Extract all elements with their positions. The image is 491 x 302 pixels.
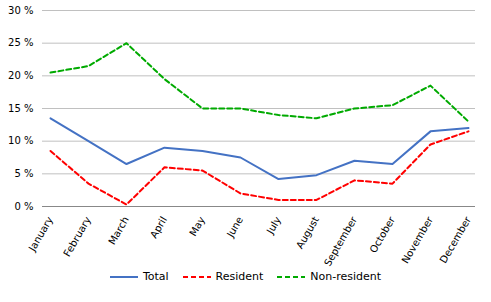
svg-text:April: April [148, 215, 169, 240]
svg-text:20 %: 20 % [8, 70, 33, 81]
svg-text:March: March [106, 215, 131, 247]
svg-text:0 %: 0 % [14, 201, 33, 212]
svg-text:June: June [224, 215, 245, 240]
svg-text:July: July [264, 215, 283, 237]
svg-text:November: November [399, 214, 435, 265]
html-text:Total: Total [142, 270, 169, 283]
svg-text:May: May [187, 215, 207, 238]
html-text:Non-resident: Non-resident [310, 270, 382, 283]
svg-text:October: October [367, 214, 397, 255]
svg-text:January: January [26, 215, 55, 254]
html-text:Resident: Resident [215, 270, 264, 283]
svg-text:25 %: 25 % [8, 37, 33, 48]
svg-text:August: August [294, 215, 321, 251]
svg-text:February: February [61, 215, 93, 259]
svg-text:30 %: 30 % [8, 5, 33, 16]
svg-text:5 %: 5 % [14, 168, 33, 179]
svg-text:September: September [322, 214, 360, 268]
svg-text:December: December [438, 214, 474, 265]
svg-text:10 %: 10 % [8, 135, 33, 146]
svg-text:15 %: 15 % [8, 103, 33, 114]
